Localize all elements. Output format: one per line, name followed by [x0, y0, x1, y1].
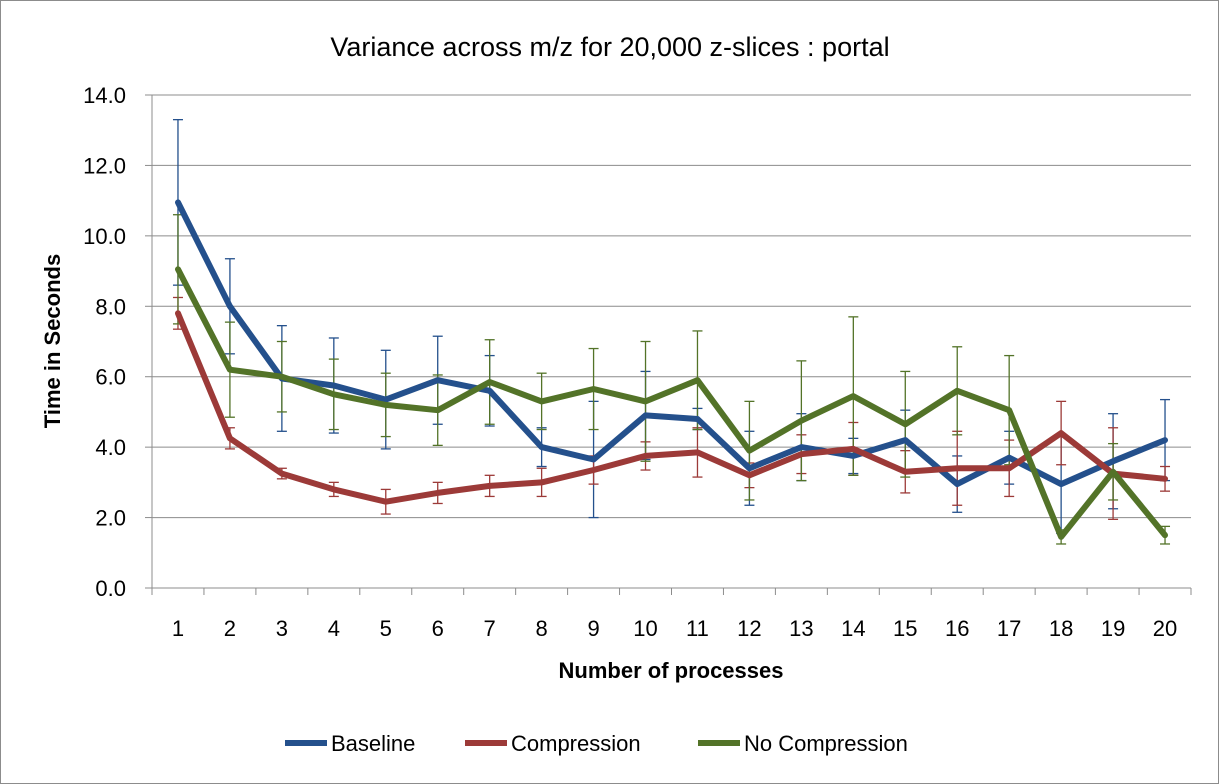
- y-tick-label: 6.0: [95, 365, 126, 390]
- x-tick-label: 13: [789, 616, 813, 641]
- x-tick-label: 17: [997, 616, 1021, 641]
- x-tick-label: 8: [536, 616, 548, 641]
- y-tick-label: 14.0: [83, 83, 126, 108]
- x-tick-label: 19: [1101, 616, 1125, 641]
- x-tick-label: 15: [893, 616, 917, 641]
- x-tick-label: 9: [587, 616, 599, 641]
- y-axis-title: Time in Seconds: [40, 254, 65, 428]
- legend: Baseline Compression No Compression: [285, 731, 908, 756]
- gridlines: [152, 94, 1191, 519]
- y-tick-label: 8.0: [95, 294, 126, 319]
- x-tick-label: 4: [328, 616, 340, 641]
- legend-label: Baseline: [331, 731, 415, 756]
- chart-title: Variance across m/z for 20,000 z-slices …: [330, 32, 889, 62]
- series-line: [175, 310, 1168, 505]
- legend-label: No Compression: [744, 731, 908, 756]
- x-tick-label: 6: [432, 616, 444, 641]
- series-line: [175, 266, 1168, 540]
- y-tick-labels: 0.0 2.0 4.0 6.0 8.0 10.0 12.0 14.0: [83, 83, 126, 601]
- x-tick-labels: 1 2 3 4 5 6 7 8 9 10 11 12 13 14 15 16 17 18 19 20: [172, 616, 1177, 641]
- y-tick-label: 12.0: [83, 153, 126, 178]
- x-tick-label: 7: [484, 616, 496, 641]
- x-tick-label: 20: [1153, 616, 1177, 641]
- axes: [145, 94, 1192, 595]
- y-tick-label: 2.0: [95, 506, 126, 531]
- x-tick-label: 2: [224, 616, 236, 641]
- y-tick-label: 10.0: [83, 224, 126, 249]
- x-axis-title: Number of processes: [559, 658, 784, 683]
- x-tick-label: 12: [737, 616, 761, 641]
- x-tick-label: 18: [1049, 616, 1073, 641]
- x-tick-label: 1: [172, 616, 184, 641]
- legend-label: Compression: [511, 731, 641, 756]
- y-tick-label: 4.0: [95, 435, 126, 460]
- x-tick-label: 16: [945, 616, 969, 641]
- x-tick-label: 3: [276, 616, 288, 641]
- y-tick-label: 0.0: [95, 576, 126, 601]
- x-tick-label: 5: [380, 616, 392, 641]
- series-lines: [175, 199, 1168, 540]
- x-tick-label: 10: [633, 616, 657, 641]
- error-bars: [172, 119, 1171, 545]
- series-line: [175, 199, 1168, 488]
- x-tick-label: 11: [686, 616, 709, 641]
- x-tick-label: 14: [841, 616, 865, 641]
